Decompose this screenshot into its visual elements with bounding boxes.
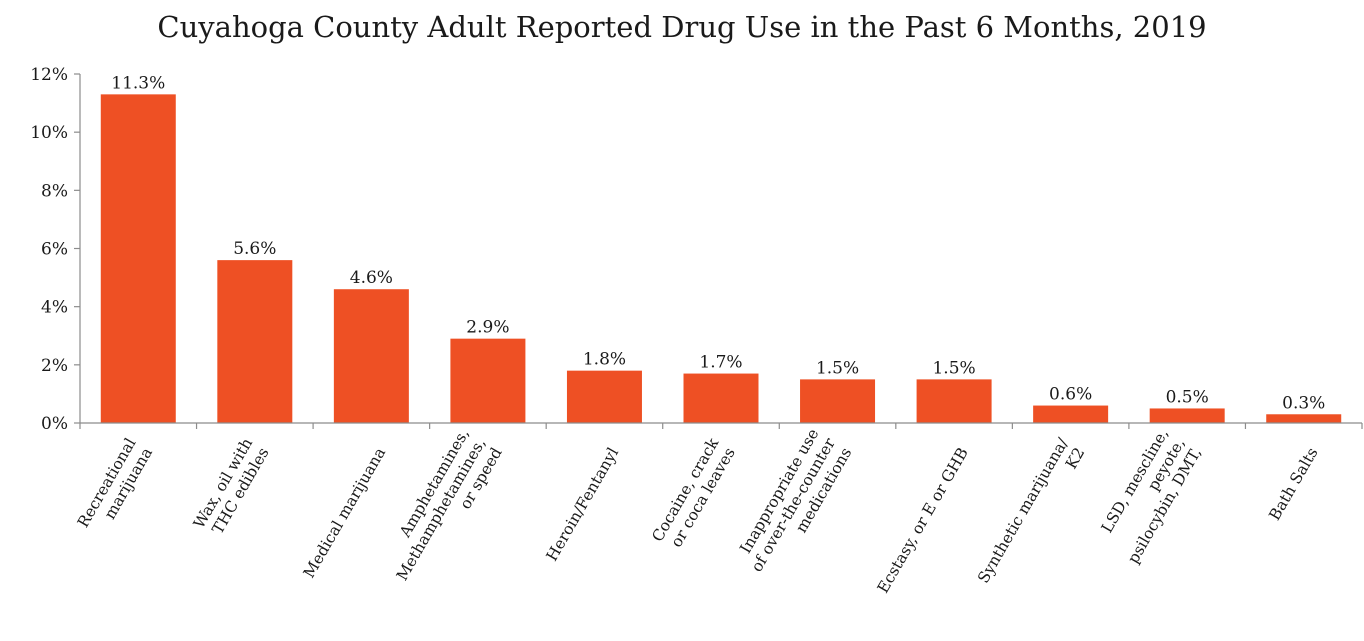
data-label: 0.6% xyxy=(1049,385,1092,405)
bar xyxy=(916,379,992,423)
data-label: 1.7% xyxy=(699,353,742,373)
category-label-line: Bath Salts xyxy=(1266,444,1322,523)
y-axis: 0% 2% 4% 6% 8% 10% 12% xyxy=(30,65,81,434)
data-label: 1.8% xyxy=(583,350,626,370)
category-label-line: Medical marijuana xyxy=(300,445,389,582)
bar xyxy=(1033,405,1109,423)
bar xyxy=(1266,414,1342,423)
bar xyxy=(333,289,409,423)
y-tick-label: 0% xyxy=(41,414,68,434)
category-label: Amphetamines,Methamphetamines,or speed xyxy=(393,426,506,584)
category-label: Medical marijuana xyxy=(300,445,389,582)
y-tick-label: 2% xyxy=(41,356,68,376)
bars: 11.3% 5.6% 4.6% 2.9% 1.8% 1.7% 1.5% 1.5% 0.6% 0.5… xyxy=(100,73,1342,423)
bar xyxy=(100,94,176,423)
bar xyxy=(800,379,876,423)
bar xyxy=(1149,408,1225,423)
bar xyxy=(217,260,293,423)
y-tick-label: 8% xyxy=(41,181,68,201)
y-tick-label: 12% xyxy=(30,65,68,85)
category-label: Heroin/Fentanyl xyxy=(543,444,623,564)
y-tick-label: 4% xyxy=(41,298,68,318)
category-label: Bath Salts xyxy=(1266,444,1322,523)
category-label: Synthetic marijuana/K2 xyxy=(974,434,1088,586)
data-label: 0.3% xyxy=(1282,393,1325,413)
bar xyxy=(566,370,642,423)
category-label: Ecstasy, or E or GHB xyxy=(874,445,972,597)
y-tick-label: 6% xyxy=(41,240,68,260)
category-label-line: Heroin/Fentanyl xyxy=(543,444,623,564)
data-label: 2.9% xyxy=(466,318,509,338)
data-label: 11.3% xyxy=(111,73,165,93)
category-label-line: Ecstasy, or E or GHB xyxy=(874,445,972,597)
data-label: 1.5% xyxy=(932,358,975,378)
bar xyxy=(683,373,759,423)
data-label: 5.6% xyxy=(233,239,276,259)
bar xyxy=(450,338,526,423)
data-label: 4.6% xyxy=(350,268,393,288)
category-label-line: Synthetic marijuana/ xyxy=(974,434,1072,586)
y-tick-label: 10% xyxy=(30,123,68,143)
data-label: 0.5% xyxy=(1166,387,1209,407)
data-label: 1.5% xyxy=(816,358,859,378)
category-label: LSD, mescline,peyote,psilocybin, DMT, xyxy=(1098,426,1205,567)
chart-title: Cuyahoga County Adult Reported Drug Use … xyxy=(157,10,1206,44)
